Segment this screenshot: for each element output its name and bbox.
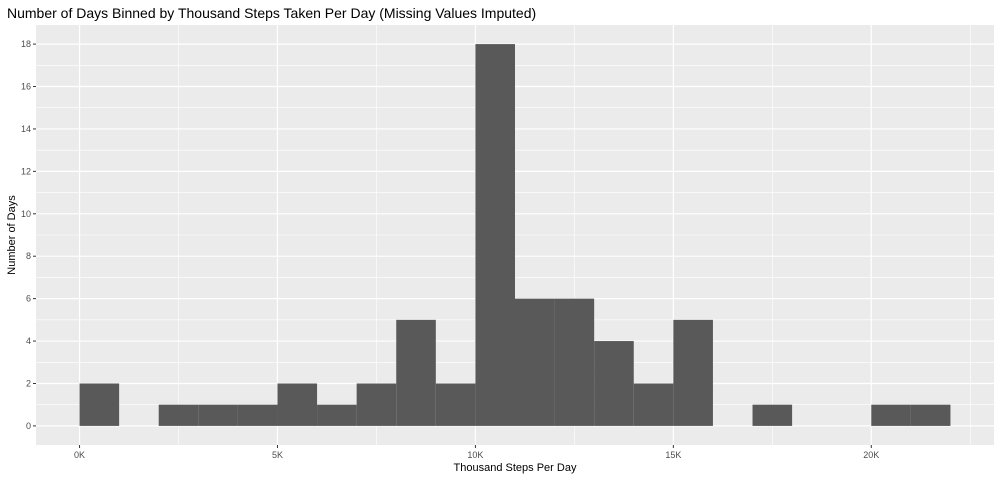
y-tick-label: 18 [21, 39, 31, 49]
y-tick-label: 14 [21, 124, 31, 134]
bar-bin-12 [554, 298, 595, 426]
bar-bin-20 [871, 404, 911, 426]
y-axis: 0 2 4 6 8 10 12 14 16 18 [21, 39, 36, 431]
bar-bin-0 [79, 383, 120, 426]
bar-bin-21 [910, 404, 951, 426]
x-tick-label: 0K [74, 450, 85, 460]
y-tick-label: 0 [26, 421, 31, 431]
bar-bin-6 [317, 404, 357, 426]
x-tick-label: 10K [467, 450, 483, 460]
bars [79, 44, 951, 426]
y-tick-label: 8 [26, 251, 31, 261]
x-tick-label: 20K [863, 450, 879, 460]
bar-bin-14 [633, 383, 674, 426]
bar-bin-7 [356, 383, 397, 426]
y-axis-title: Number of Days [6, 195, 18, 275]
bar-bin-4 [237, 404, 278, 426]
y-tick-label: 2 [26, 378, 31, 388]
bar-bin-15 [673, 319, 713, 426]
y-tick-label: 10 [21, 209, 31, 219]
x-tick-label: 15K [665, 450, 681, 460]
y-tick-label: 4 [26, 336, 31, 346]
bar-bin-17 [752, 404, 793, 426]
y-tick-label: 12 [21, 166, 31, 176]
x-axis: 0K 5K 10K 15K 20K [74, 445, 879, 460]
x-axis-title: Thousand Steps Per Day [454, 462, 577, 474]
bar-bin-2 [158, 404, 199, 426]
bar-bin-3 [198, 404, 238, 426]
bar-bin-5 [277, 383, 318, 426]
bar-bin-8 [396, 319, 436, 426]
bar-bin-13 [594, 341, 634, 426]
bar-bin-10 [475, 44, 515, 426]
y-tick-label: 6 [26, 294, 31, 304]
x-tick-label: 5K [272, 450, 283, 460]
bar-bin-11 [515, 298, 555, 426]
chart-title: Number of Days Binned by Thousand Steps … [7, 5, 536, 21]
bar-bin-9 [435, 383, 476, 426]
y-tick-label: 16 [21, 82, 31, 92]
